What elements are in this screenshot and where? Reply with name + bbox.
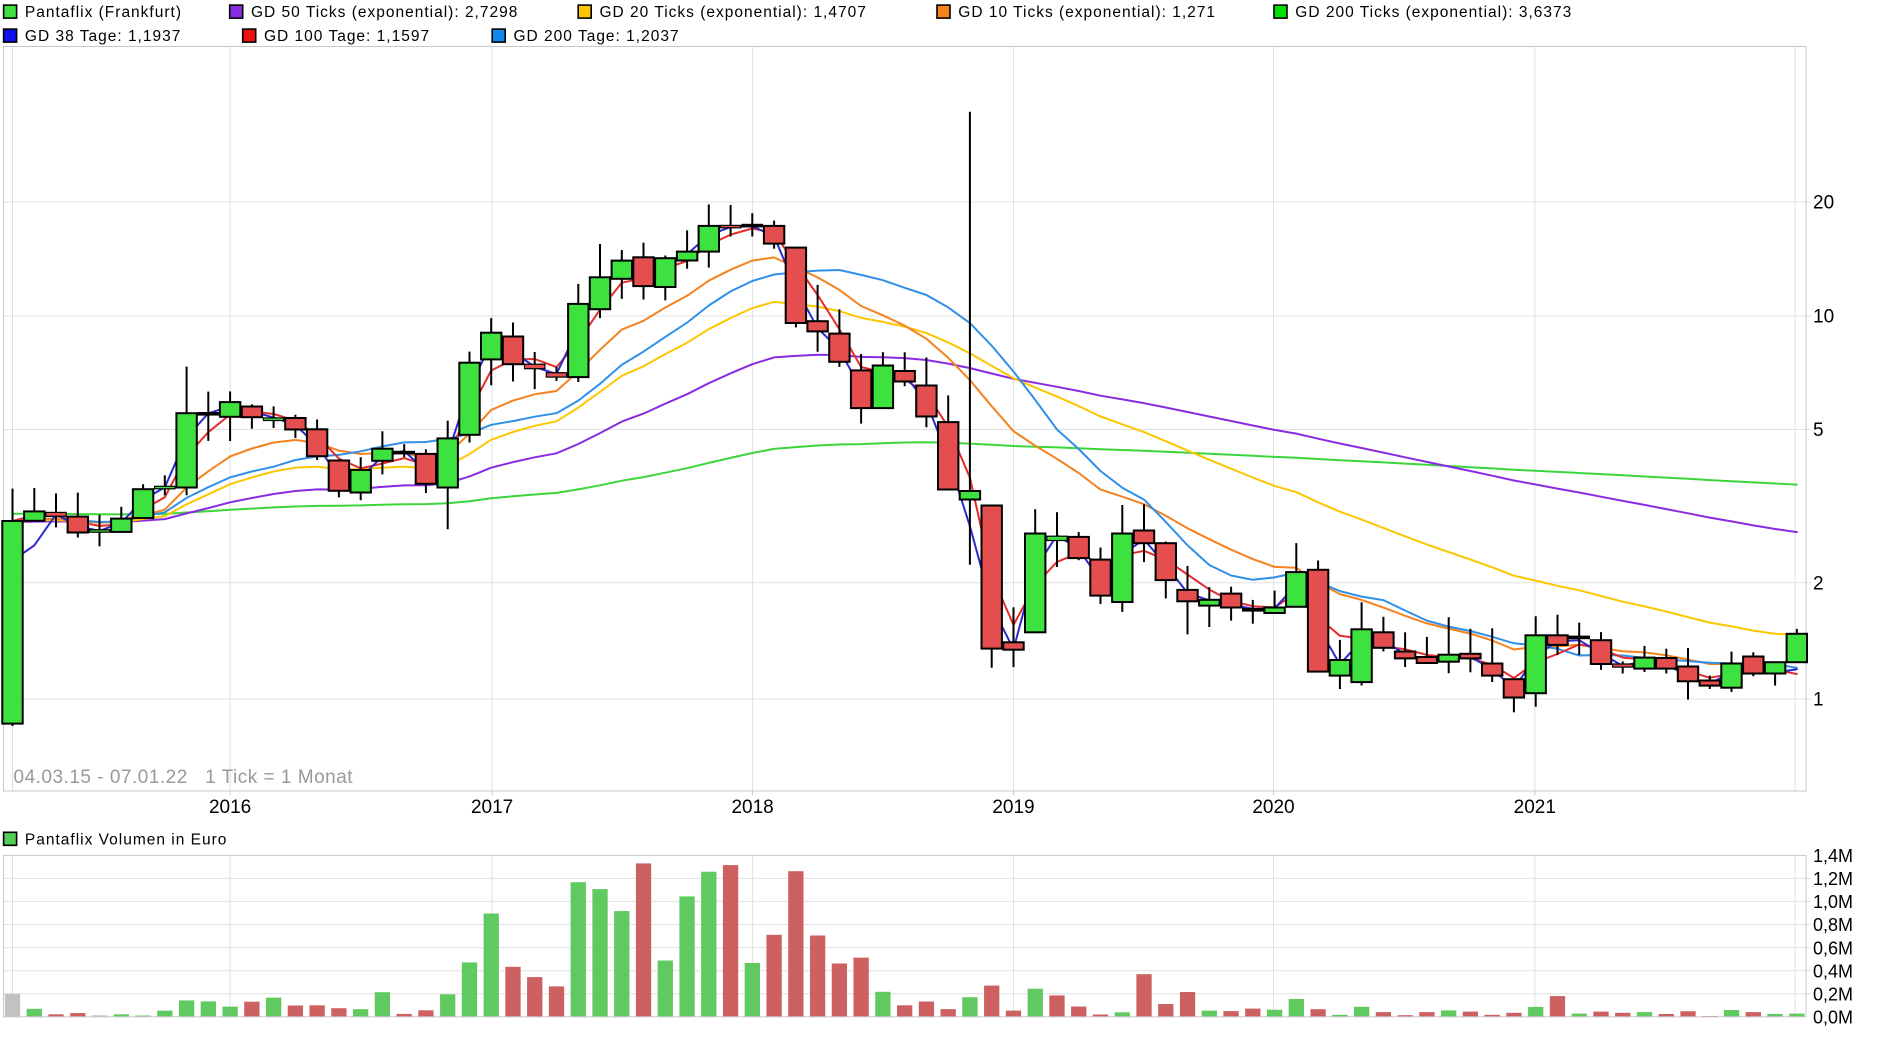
svg-text:0,4M: 0,4M bbox=[1813, 961, 1853, 981]
svg-text:1: 1 bbox=[1813, 690, 1824, 711]
svg-text:GD 38 Tage: 1,1937: GD 38 Tage: 1,1937 bbox=[25, 28, 181, 45]
svg-text:GD 100 Tage: 1,1597: GD 100 Tage: 1,1597 bbox=[264, 28, 430, 45]
svg-text:GD 10 Ticks (exponential): 1,2: GD 10 Ticks (exponential): 1,271 bbox=[958, 4, 1216, 21]
svg-text:Pantaflix Volumen in Euro: Pantaflix Volumen in Euro bbox=[25, 832, 228, 849]
svg-text:0,2M: 0,2M bbox=[1813, 984, 1853, 1004]
svg-text:20: 20 bbox=[1813, 193, 1834, 214]
svg-text:10: 10 bbox=[1813, 307, 1834, 328]
svg-text:5: 5 bbox=[1813, 420, 1824, 441]
svg-text:GD 200 Ticks (exponential): 3,: GD 200 Ticks (exponential): 3,6373 bbox=[1295, 4, 1572, 21]
svg-text:Pantaflix (Frankfurt): Pantaflix (Frankfurt) bbox=[25, 4, 182, 21]
svg-text:1,4M: 1,4M bbox=[1813, 846, 1853, 866]
svg-text:1,0M: 1,0M bbox=[1813, 892, 1853, 912]
svg-text:0,0M: 0,0M bbox=[1813, 1008, 1853, 1028]
svg-text:2021: 2021 bbox=[1514, 797, 1556, 818]
svg-text:2019: 2019 bbox=[992, 797, 1034, 818]
svg-text:GD 50 Ticks (exponential): 2,7: GD 50 Ticks (exponential): 2,7298 bbox=[251, 4, 518, 21]
svg-text:2017: 2017 bbox=[471, 797, 513, 818]
svg-text:0,8M: 0,8M bbox=[1813, 915, 1853, 935]
svg-text:1,2M: 1,2M bbox=[1813, 869, 1853, 889]
svg-text:0,6M: 0,6M bbox=[1813, 938, 1853, 958]
svg-text:2016: 2016 bbox=[209, 797, 251, 818]
svg-text:04.03.15 - 07.01.22 1 Tick =: 04.03.15 - 07.01.22 1 Tick = 1 Monat bbox=[14, 767, 354, 788]
svg-text:GD 200 Tage: 1,2037: GD 200 Tage: 1,2037 bbox=[514, 28, 680, 45]
svg-text:2020: 2020 bbox=[1252, 797, 1294, 818]
svg-text:2: 2 bbox=[1813, 574, 1824, 595]
svg-text:GD 20 Ticks (exponential): 1,4: GD 20 Ticks (exponential): 1,4707 bbox=[600, 4, 867, 21]
svg-text:2018: 2018 bbox=[731, 797, 773, 818]
